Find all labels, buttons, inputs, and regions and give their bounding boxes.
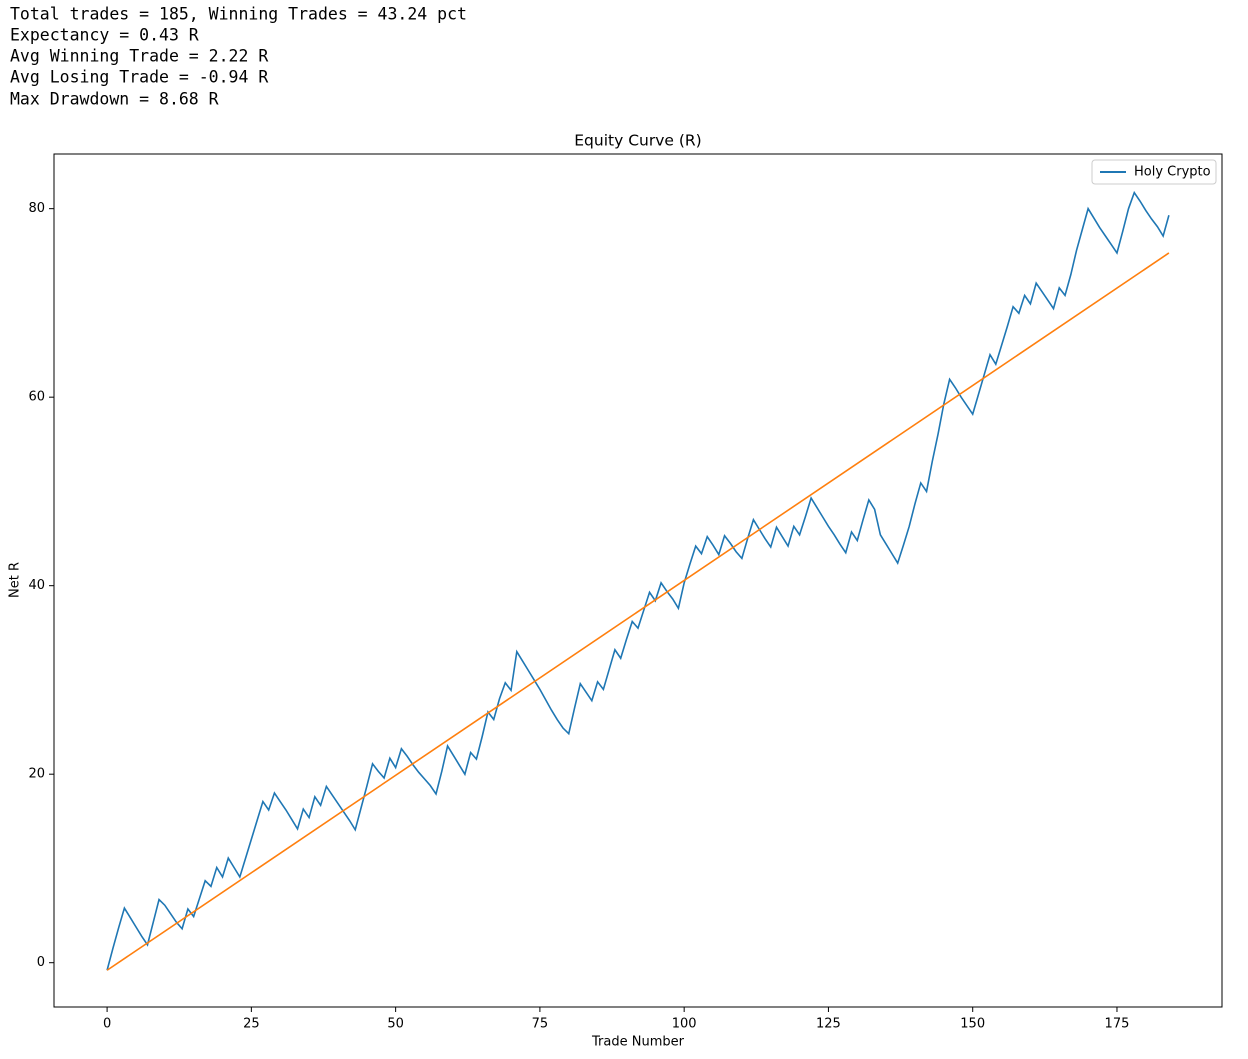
stat-line: Expectancy = 0.43 R	[10, 26, 199, 45]
x-tick-label: 125	[816, 1017, 841, 1032]
stat-line: Avg Winning Trade = 2.22 R	[10, 47, 268, 66]
series-line	[106, 252, 1170, 971]
y-tick-label: 60	[28, 390, 45, 405]
x-tick-label: 75	[532, 1017, 549, 1032]
y-tick-label: 40	[28, 578, 45, 593]
x-tick-label: 150	[960, 1017, 985, 1032]
x-axis-label: Trade Number	[591, 1035, 685, 1050]
y-tick-label: 80	[28, 201, 45, 216]
y-tick-label: 0	[37, 955, 45, 970]
legend-box	[1091, 159, 1217, 185]
stat-line: Max Drawdown = 8.68 R	[10, 90, 219, 109]
x-tick-label: 25	[243, 1017, 260, 1032]
chart-title: Equity Curve (R)	[574, 132, 701, 150]
stat-line: Avg Losing Trade = -0.94 R	[10, 68, 268, 87]
plot-frame	[53, 153, 1223, 1008]
x-tick-label: 100	[672, 1017, 697, 1032]
x-tick-label: 50	[387, 1017, 404, 1032]
series-line	[106, 190, 1170, 971]
x-tick-label: 0	[103, 1017, 111, 1032]
legend-label: Holy Crypto	[1134, 165, 1211, 180]
y-tick-label: 20	[28, 767, 45, 782]
y-axis-label: Net R	[8, 562, 23, 598]
stat-line: Total trades = 185, Winning Trades = 43.…	[10, 5, 467, 24]
x-tick-label: 175	[1105, 1017, 1130, 1032]
